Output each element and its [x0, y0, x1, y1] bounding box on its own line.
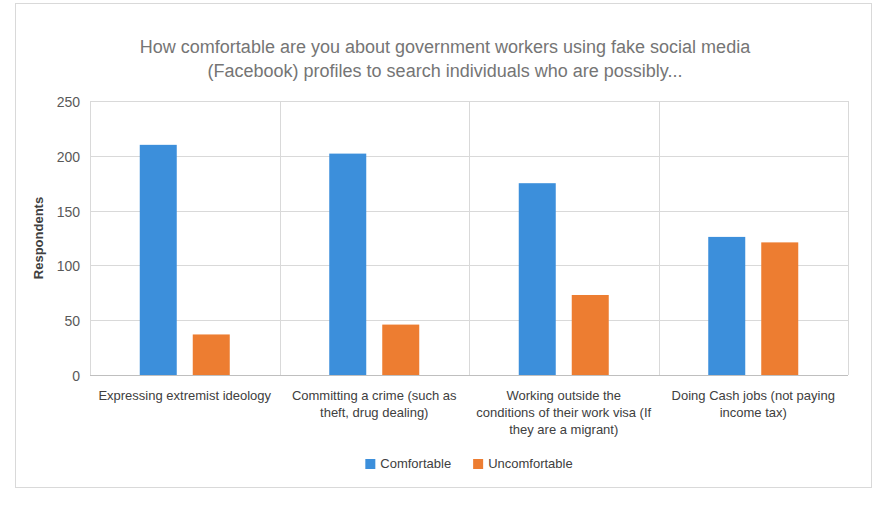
title: How comfortable are you about government… — [140, 37, 751, 81]
x-tick-label: Committing a crime (such astheft, drug d… — [292, 388, 457, 420]
x-tick-label: Doing Cash jobs (not payingincome tax) — [672, 388, 835, 420]
legend-label: Uncomfortable — [488, 456, 573, 471]
y-axis-label: Respondents — [31, 197, 46, 279]
y-tick-label: 50 — [64, 313, 80, 329]
bar — [572, 295, 609, 375]
legend-label: Comfortable — [380, 456, 451, 471]
category-separator — [469, 101, 470, 375]
category-separator — [848, 101, 849, 375]
bars — [140, 145, 799, 375]
category-separator — [280, 101, 281, 375]
y-tick-label: 250 — [57, 94, 81, 110]
y-tick-label: 0 — [72, 368, 80, 384]
x-axis-line — [90, 375, 848, 376]
legend-swatch — [365, 459, 375, 469]
category-separator — [659, 101, 660, 375]
legend: Comfortable Uncomfortable — [365, 456, 572, 471]
bar — [761, 242, 798, 375]
bar — [708, 237, 745, 375]
bar — [193, 334, 230, 375]
y-tick-label: 100 — [57, 258, 81, 274]
y-tick-label: 150 — [57, 204, 81, 220]
bar — [140, 145, 177, 375]
legend-swatch — [473, 459, 483, 469]
y-tick-label: 200 — [57, 149, 81, 165]
category-separator — [90, 101, 91, 375]
bar — [382, 325, 419, 375]
x-tick-label: Expressing extremist ideology — [98, 388, 271, 403]
x-tick-label: Working outside theconditions of their w… — [476, 388, 651, 437]
grid — [90, 101, 849, 376]
bar — [329, 154, 366, 375]
bar — [519, 183, 556, 375]
chart: How comfortable are you about government… — [0, 0, 886, 506]
chart-border — [16, 4, 872, 488]
grid-line — [90, 375, 848, 376]
